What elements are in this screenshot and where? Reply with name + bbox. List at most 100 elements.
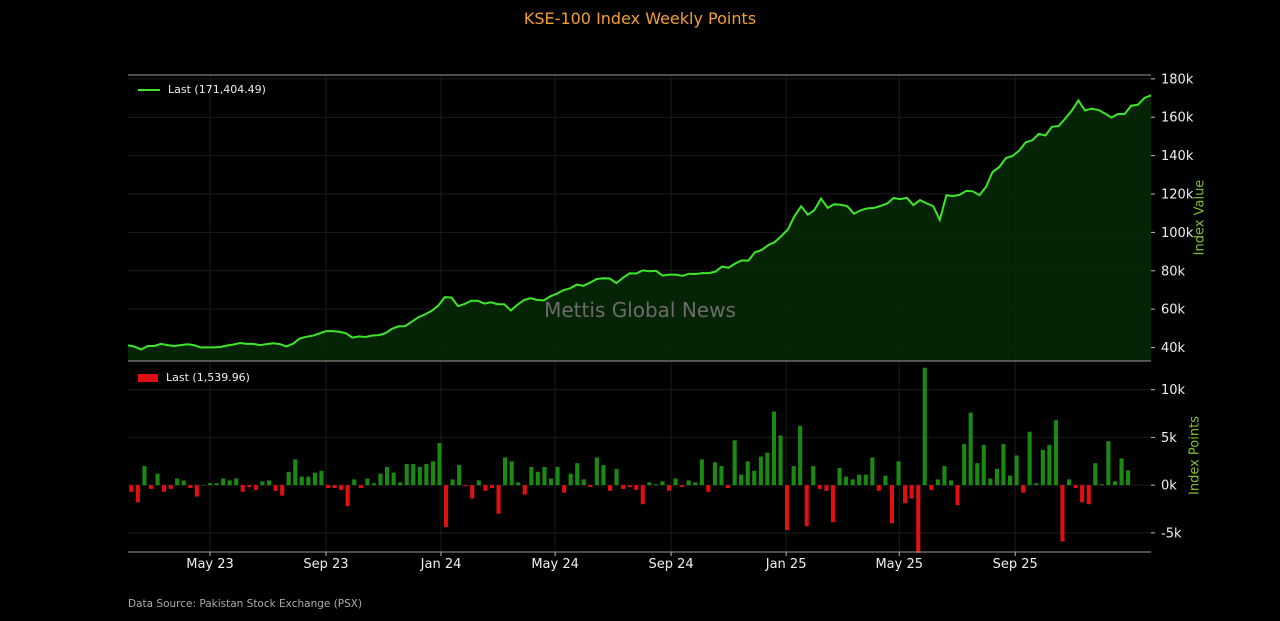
y-tick-label-points: 10k xyxy=(1161,383,1186,398)
x-tick-label: Sep 23 xyxy=(303,557,348,572)
points-bar xyxy=(207,483,212,486)
points-bar xyxy=(647,482,652,486)
x-tick-label: May 25 xyxy=(875,557,923,572)
points-bar xyxy=(870,457,875,486)
points-bar xyxy=(470,485,475,499)
points-bar xyxy=(883,475,888,486)
points-bar xyxy=(909,485,914,499)
points-bar xyxy=(214,483,219,486)
points-bar xyxy=(706,485,711,492)
y-tick-label-points: 5k xyxy=(1161,431,1177,446)
points-bar xyxy=(568,473,573,486)
points-bar xyxy=(1040,449,1045,486)
points-bar xyxy=(601,465,606,486)
points-bar xyxy=(148,485,153,489)
points-bar xyxy=(175,478,180,486)
points-bar xyxy=(673,478,678,486)
points-bar xyxy=(942,466,947,486)
points-bar xyxy=(1126,470,1131,486)
y-tick-label-index: 60k xyxy=(1161,303,1186,318)
y-tick-label-points: -5k xyxy=(1161,526,1182,541)
points-bar xyxy=(653,484,658,486)
points-bar xyxy=(594,457,599,486)
y-tick-label-index: 40k xyxy=(1161,341,1186,356)
points-bar xyxy=(699,459,704,486)
points-bar xyxy=(844,476,849,486)
points-bar xyxy=(1080,485,1085,503)
points-bar xyxy=(371,483,376,486)
points-bar xyxy=(837,468,842,486)
points-bar xyxy=(358,485,363,488)
points-bar xyxy=(621,485,626,489)
points-bar xyxy=(693,482,698,486)
points-bar xyxy=(548,478,553,486)
points-bar xyxy=(299,476,304,486)
points-bar xyxy=(444,485,449,528)
points-bar xyxy=(1099,484,1104,486)
points-bar xyxy=(732,440,737,486)
chart-title: KSE-100 Index Weekly Points xyxy=(523,9,757,28)
points-bar xyxy=(935,479,940,486)
points-bar xyxy=(1119,458,1124,486)
points-bar xyxy=(162,485,167,492)
points-bar xyxy=(739,474,744,486)
points-bar xyxy=(798,425,803,486)
points-bar xyxy=(627,485,632,487)
y-tick-label-index: 180k xyxy=(1161,72,1194,87)
points-bar xyxy=(135,485,140,503)
points-bar xyxy=(286,471,291,486)
points-bar xyxy=(129,485,134,492)
points-bar xyxy=(817,485,822,489)
points-bar xyxy=(745,461,750,486)
x-tick-label: May 24 xyxy=(531,557,579,572)
x-tick-label: Jan 25 xyxy=(765,557,807,572)
points-bar xyxy=(588,485,593,487)
points-bar xyxy=(726,485,731,488)
points-bar xyxy=(496,485,501,514)
data-source-note: Data Source: Pakistan Stock Exchange (PS… xyxy=(128,598,363,610)
points-bar xyxy=(476,480,481,486)
legend-index-label: Last (171,404.49) xyxy=(168,83,266,96)
points-bar xyxy=(280,485,285,496)
points-bar xyxy=(614,468,619,486)
points-bar xyxy=(503,457,508,486)
y-axis-label-points: Index Points xyxy=(1187,416,1203,495)
points-bar xyxy=(273,485,278,491)
points-bar xyxy=(312,472,317,486)
y-axis-label-index: Index Value xyxy=(1192,179,1208,256)
points-bar xyxy=(667,485,672,491)
x-tick-label: Sep 25 xyxy=(993,557,1038,572)
points-bar xyxy=(771,411,776,486)
points-bar xyxy=(857,474,862,486)
points-bar xyxy=(247,485,252,487)
points-bar xyxy=(988,478,993,486)
points-bar xyxy=(916,485,921,553)
points-bar xyxy=(404,464,409,486)
legend-points: Last (1,539.96) xyxy=(138,371,250,384)
points-bar xyxy=(811,466,816,486)
points-bar xyxy=(142,466,147,486)
points-bar xyxy=(457,465,462,486)
points-bar xyxy=(994,468,999,486)
points-bar xyxy=(896,461,901,486)
x-tick-label: Jan 24 xyxy=(420,557,462,572)
points-bar xyxy=(640,485,645,505)
points-bar xyxy=(424,464,429,486)
points-bar xyxy=(326,485,331,488)
points-bar xyxy=(719,466,724,486)
points-bar xyxy=(293,459,298,486)
points-bar xyxy=(608,485,613,491)
y-tick-label-index: 160k xyxy=(1161,111,1194,126)
points-bar xyxy=(929,485,934,490)
points-bar xyxy=(1047,445,1052,486)
points-bar xyxy=(876,485,881,491)
points-bar xyxy=(981,445,986,486)
points-bar xyxy=(332,485,337,488)
points-bar xyxy=(634,485,639,490)
points-bar xyxy=(391,472,396,486)
points-bar xyxy=(1034,483,1039,486)
points-bar xyxy=(1106,441,1111,486)
y-tick-label-index: 120k xyxy=(1161,188,1194,203)
points-bar xyxy=(1060,485,1065,542)
